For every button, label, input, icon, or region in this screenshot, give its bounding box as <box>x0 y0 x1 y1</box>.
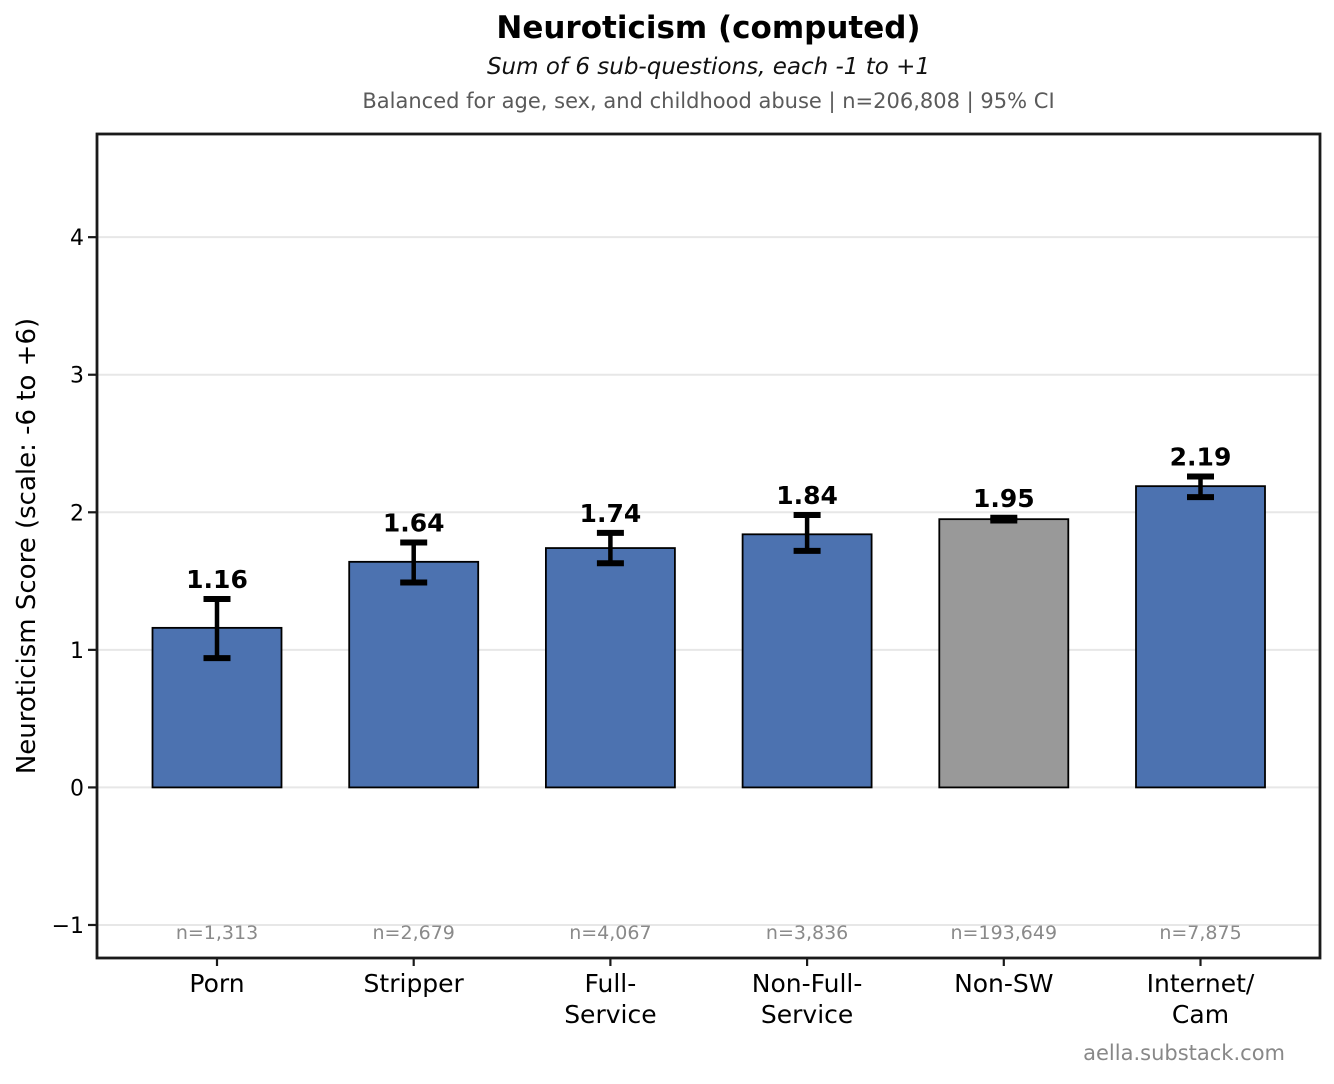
credit-text: aella.substack.com <box>1083 1041 1285 1065</box>
x-tick-label: Service <box>761 1000 853 1029</box>
n-label: n=193,649 <box>951 922 1058 944</box>
y-tick-label: 3 <box>70 364 84 389</box>
x-tick-label: Full- <box>585 969 637 998</box>
x-tick-label: Internet/ <box>1147 969 1255 998</box>
n-label: n=2,679 <box>373 922 455 944</box>
value-label: 1.74 <box>580 499 642 528</box>
value-label: 2.19 <box>1170 443 1232 472</box>
bar-Full-Service <box>545 547 676 789</box>
y-tick-label: 0 <box>70 776 84 801</box>
y-tick-label: 1 <box>70 639 84 664</box>
x-tick-label: Stripper <box>364 969 465 998</box>
y-tick-label: −1 <box>52 914 84 939</box>
y-tick-label: 2 <box>70 501 84 526</box>
chart-subtitle: Sum of 6 sub-questions, each -1 to +1 <box>486 54 931 81</box>
y-tick-label: 4 <box>70 226 84 251</box>
n-label: n=7,875 <box>1159 922 1241 944</box>
bar-Stripper <box>348 560 480 789</box>
x-tick-label: Non-SW <box>954 969 1053 998</box>
n-label: n=1,313 <box>176 922 258 944</box>
chart-note: Balanced for age, sex, and childhood abu… <box>362 89 1055 114</box>
chart-title: Neuroticism (computed) <box>496 10 921 46</box>
bar-Internet/Cam <box>1135 485 1266 789</box>
value-label: 1.95 <box>973 484 1035 513</box>
x-tick-label: Non-Full- <box>752 969 863 998</box>
plot-border <box>95 132 1322 960</box>
n-label: n=3,836 <box>766 922 848 944</box>
value-label: 1.16 <box>186 565 248 594</box>
bar-Non-Full-Service <box>741 533 873 789</box>
bar-Non-SW <box>938 518 1070 789</box>
value-label: 1.84 <box>776 481 838 510</box>
value-label: 1.64 <box>383 509 445 538</box>
x-tick-label: Porn <box>189 969 244 998</box>
x-tick-label: Service <box>564 1000 656 1029</box>
chart-header: Neuroticism (computed) Sum of 6 sub-ques… <box>97 0 1320 113</box>
n-label: n=4,067 <box>569 922 651 944</box>
x-tick-label: Cam <box>1172 1000 1229 1029</box>
